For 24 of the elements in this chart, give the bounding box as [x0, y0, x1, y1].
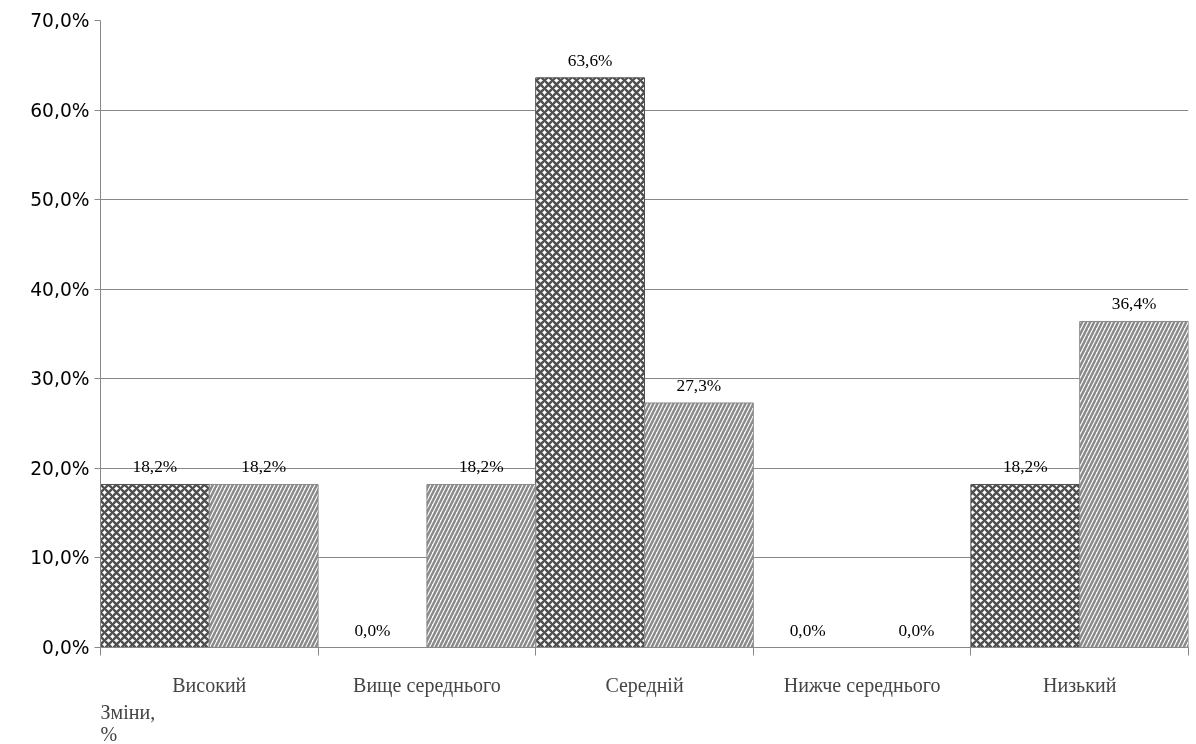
y-tick-label: 40,0%: [30, 278, 90, 300]
data-label: 18,2%: [241, 457, 287, 477]
y-tick-label: 50,0%: [30, 189, 90, 211]
data-label: 63,6%: [567, 50, 613, 70]
y-tick-label: 20,0%: [30, 457, 90, 479]
x-tick-label: Вище середнього: [353, 673, 501, 697]
x-tick-label: Високий: [172, 673, 247, 696]
data-label: 0,0%: [789, 620, 826, 640]
data-label: 0,0%: [898, 620, 935, 640]
x-tick-label: Середній: [605, 673, 684, 697]
data-label: 18,2%: [132, 457, 178, 477]
x-tick-label: Низький: [1043, 673, 1117, 696]
data-label: 27,3%: [676, 375, 722, 395]
data-label: 18,2%: [1002, 457, 1048, 477]
y-tick-label: 60,0%: [30, 99, 90, 121]
y-tick-label: 0,0%: [42, 637, 90, 658]
y-tick-label: 10,0%: [30, 547, 90, 569]
y-tick-label: 30,0%: [30, 368, 90, 390]
data-label: 0,0%: [354, 620, 391, 640]
text: Зміни, %: [100, 700, 156, 744]
y-tick-label: 70,0%: [30, 10, 90, 31]
data-label: 18,2%: [458, 457, 504, 477]
data-label: 36,4%: [1111, 294, 1157, 314]
x-tick-label: Нижче середнього: [783, 673, 941, 697]
